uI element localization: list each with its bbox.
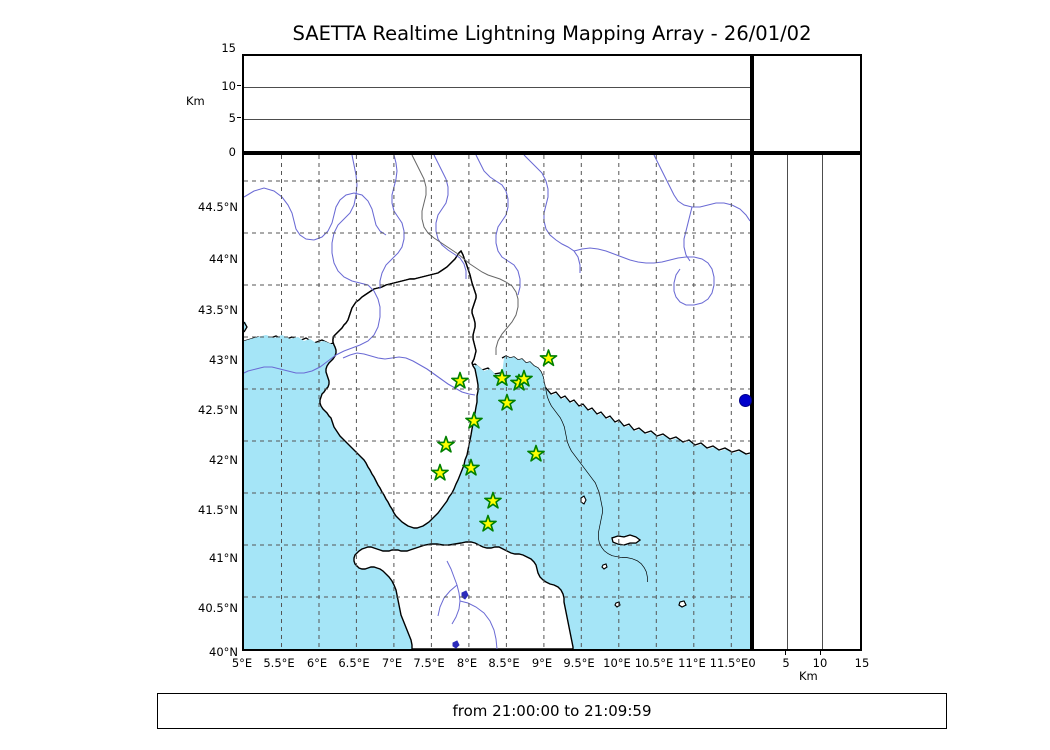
tick-top-y-5: 5: [228, 111, 236, 125]
admin-borders: [411, 155, 519, 355]
tick-lon-11: 11°E: [678, 656, 706, 670]
tick-lon-5.5: 5.5°E: [263, 656, 295, 670]
lightning-map-panel[interactable]: [242, 153, 752, 651]
station-markers: [431, 349, 558, 532]
station-marker: [527, 444, 545, 462]
map-graphics: [244, 155, 750, 649]
gridline-alt-10: [244, 87, 750, 88]
altitude-longitude-panel: [242, 54, 752, 153]
tick-lon-7.5: 7.5°E: [413, 656, 445, 670]
gridline-km-5: [787, 155, 788, 649]
time-range-statusbar: from 21:00:00 to 21:09:59: [157, 693, 947, 729]
tick-lon-9.5: 9.5°E: [563, 656, 595, 670]
page-title: SAETTA Realtime Lightning Mapping Array …: [292, 22, 812, 45]
tick-lat-42: 42°N: [209, 453, 238, 467]
tick-right-x-15: 15: [854, 656, 870, 670]
graticule: [244, 155, 750, 649]
tick-top-y-0: 0: [228, 145, 236, 159]
tick-lon-7: 7°E: [381, 656, 403, 670]
tick-lon-5: 5°E: [231, 656, 253, 670]
tickmark-right-x-5: [785, 651, 786, 655]
station-marker: [465, 411, 483, 429]
station-marker: [493, 369, 511, 387]
station-marker: [498, 393, 516, 411]
tick-lon-6.5: 6.5°E: [338, 656, 370, 670]
tick-lon-8: 8°E: [456, 656, 478, 670]
station-marker: [451, 371, 469, 389]
tick-lat-42.5: 42.5°N: [198, 403, 238, 417]
river-golo-top: [342, 352, 476, 396]
station-marker: [515, 369, 533, 387]
tick-lon-8.5: 8.5°E: [488, 656, 520, 670]
station-marker: [431, 463, 449, 481]
tick-lon-9: 9°E: [531, 656, 553, 670]
tick-lat-40: 40°N: [209, 645, 238, 659]
altitude-latitude-panel: [752, 153, 862, 651]
tick-lat-41: 41°N: [209, 551, 238, 565]
tick-lat-44: 44°N: [209, 252, 238, 266]
island-pianosa-fill: [601, 563, 608, 570]
tickmark-top-y-5: [237, 117, 241, 118]
tick-lat-41.5: 41.5°N: [198, 503, 238, 517]
corner-panel: [752, 54, 862, 153]
marker-dot: [739, 394, 752, 407]
tick-top-y-15: 15: [221, 41, 236, 55]
tick-lat-44.5: 44.5°N: [198, 200, 238, 214]
tick-lat-40.5: 40.5°N: [198, 601, 238, 615]
tick-right-x-5: 5: [782, 656, 790, 670]
gridline-alt-5: [244, 119, 750, 120]
axis-title-right-km: Km: [799, 669, 818, 683]
river-sardinia-a: [446, 560, 461, 625]
station-marker: [479, 514, 497, 532]
station-marker: [437, 435, 455, 453]
time-range-text: from 21:00:00 to 21:09:59: [452, 702, 652, 720]
gridline-km-10: [822, 155, 823, 649]
tick-right-x-10: 10: [812, 656, 828, 670]
station-marker: [539, 349, 558, 367]
tick-lon-6: 6°E: [306, 656, 328, 670]
tick-top-y-10: 10: [221, 79, 236, 93]
station-marker: [462, 458, 480, 476]
island-elba-fill: [611, 534, 641, 546]
river-sardinia-c: [437, 584, 458, 617]
station-marker: [484, 491, 502, 509]
axis-title-top-km: Km: [186, 94, 205, 108]
island-giglio-fill: [678, 600, 687, 608]
tick-lon-10: 10°E: [603, 656, 631, 670]
tickmark-top-y-10: [237, 85, 241, 86]
tickmark-right-x-10: [820, 651, 821, 655]
tick-lon-10.5: 10.5°E: [634, 656, 674, 670]
lake-sardinia-b: [452, 640, 460, 649]
rivers-france: [244, 155, 750, 374]
tick-lon-11.5: 11.5°E: [709, 656, 749, 670]
tick-lat-43: 43°N: [209, 353, 238, 367]
tick-lat-43.5: 43.5°N: [198, 303, 238, 317]
tick-right-x-0: 0: [748, 656, 756, 670]
coastline-riviera: [244, 321, 248, 333]
land-continental-europe: [244, 155, 750, 455]
